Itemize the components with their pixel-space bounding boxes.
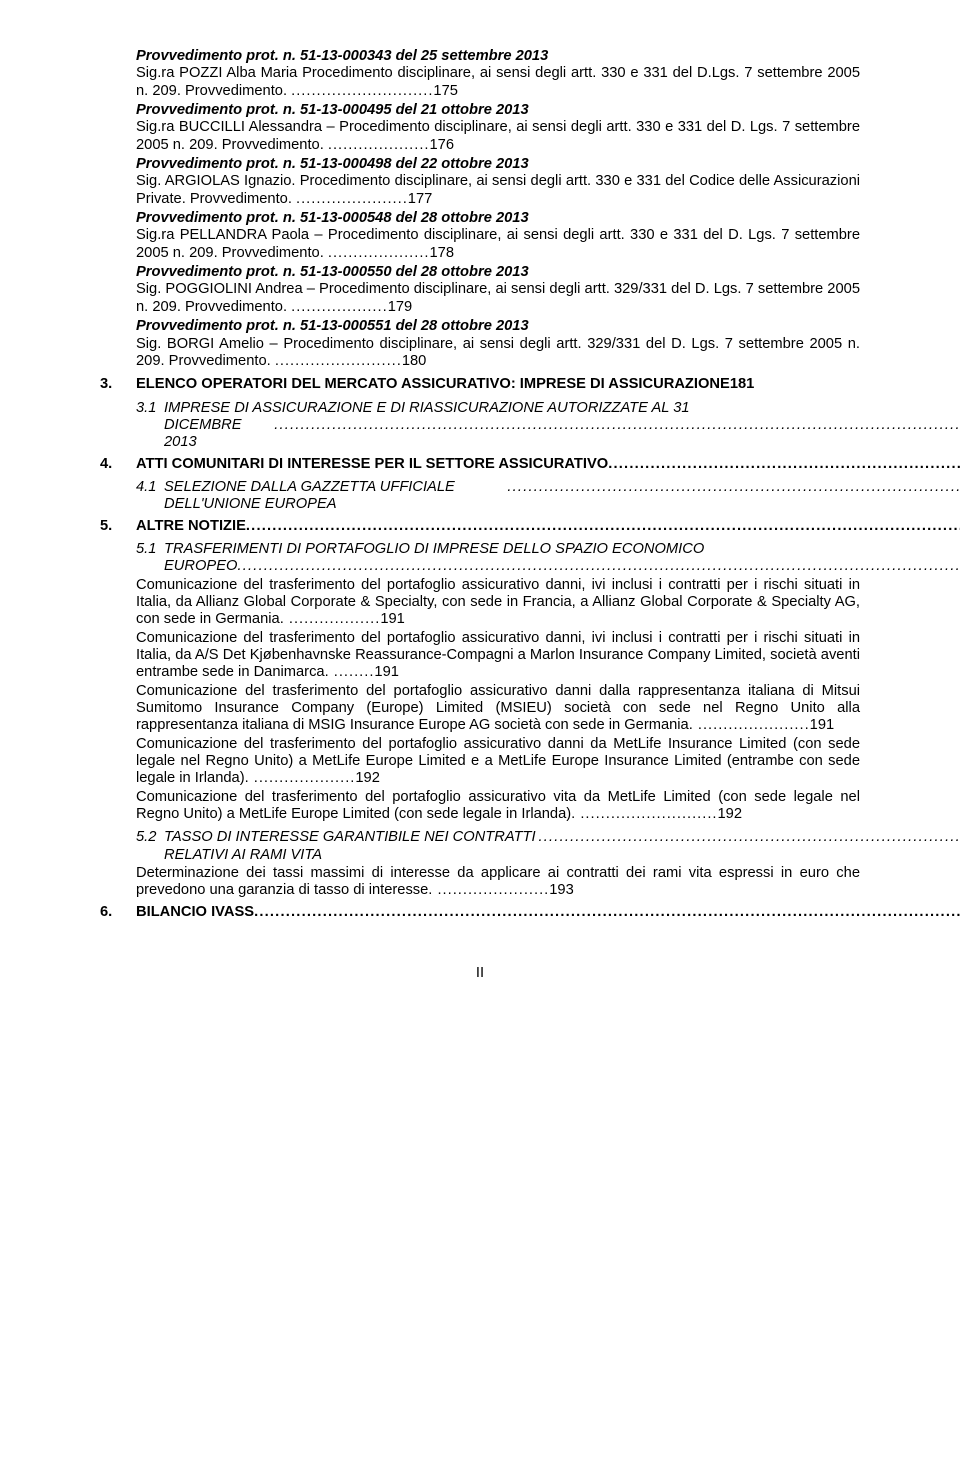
toc-item-title: Provvedimento prot. n. 51-13-000550 del … [136, 264, 860, 281]
comm-item: Comunicazione del trasferimento del port… [136, 736, 860, 788]
toc-item-desc: Sig. POGGIOLINI Andrea – Procedimento di… [136, 281, 860, 316]
toc-item-title: Provvedimento prot. n. 51-13-000343 del … [136, 48, 860, 65]
comm-item: Comunicazione del trasferimento del port… [136, 789, 860, 824]
toc-item-title: Provvedimento prot. n. 51-13-000495 del … [136, 102, 860, 119]
toc-item: Provvedimento prot. n. 51-13-000548 del … [100, 210, 860, 262]
section-4-1: 4.1 SELEZIONE DALLA GAZZETTA UFFICIALE D… [136, 479, 860, 514]
comm-item: Comunicazione del trasferimento del port… [136, 630, 860, 682]
page-number: II [100, 965, 860, 982]
det-item: Determinazione dei tassi massimi di inte… [136, 865, 860, 900]
toc-item: Provvedimento prot. n. 51-13-000498 del … [100, 156, 860, 208]
section-5-2: 5.2 TASSO DI INTERESSE GARANTIBILE NEI C… [136, 829, 860, 864]
toc-item-desc: Sig. ARGIOLAS Ignazio. Procedimento disc… [136, 173, 860, 208]
section-5-1: 5.1 TRASFERIMENTI DI PORTAFOGLIO DI IMPR… [136, 541, 860, 576]
section-4: 4. ATTI COMUNITARI DI INTERESSE PER IL S… [100, 456, 860, 473]
toc-item-desc: Sig.ra BUCCILLI Alessandra – Procediment… [136, 119, 860, 154]
toc-item-title: Provvedimento prot. n. 51-13-000498 del … [136, 156, 860, 173]
section-3: 3. ELENCO OPERATORI DEL MERCATO ASSICURA… [100, 376, 860, 393]
comm-item: Comunicazione del trasferimento del port… [136, 683, 860, 735]
section-6: 6. BILANCIO IVASS ......................… [100, 904, 860, 921]
toc-item-title: Provvedimento prot. n. 51-13-000548 del … [136, 210, 860, 227]
toc-item-title: Provvedimento prot. n. 51-13-000551 del … [136, 318, 860, 335]
toc-item: Provvedimento prot. n. 51-13-000550 del … [100, 264, 860, 316]
toc-item-desc: Sig. BORGI Amelio – Procedimento discipl… [136, 336, 860, 371]
toc-item: Provvedimento prot. n. 51-13-000343 del … [100, 48, 860, 100]
comm-item: Comunicazione del trasferimento del port… [136, 577, 860, 629]
toc-item: Provvedimento prot. n. 51-13-000495 del … [100, 102, 860, 154]
section-5: 5. ALTRE NOTIZIE .......................… [100, 518, 860, 535]
toc-item-desc: Sig.ra PELLANDRA Paola – Procedimento di… [136, 227, 860, 262]
section-3-1: 3.1 IMPRESE DI ASSICURAZIONE E DI RIASSI… [136, 400, 860, 452]
toc-item-desc: Sig.ra POZZI Alba Maria Procedimento dis… [136, 65, 860, 100]
toc-item: Provvedimento prot. n. 51-13-000551 del … [100, 318, 860, 370]
